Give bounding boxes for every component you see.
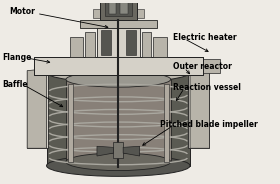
Polygon shape: [27, 69, 46, 148]
Bar: [97, 28, 140, 57]
Ellipse shape: [66, 153, 171, 171]
Bar: [80, 20, 157, 28]
Bar: [203, 59, 220, 73]
Bar: [27, 71, 48, 148]
Polygon shape: [97, 146, 113, 156]
Bar: [142, 32, 151, 57]
Ellipse shape: [46, 63, 190, 82]
Bar: [126, 30, 136, 55]
Bar: [93, 9, 100, 18]
Text: Outer reactor: Outer reactor: [172, 62, 232, 71]
Text: Pitched blade impeller: Pitched blade impeller: [160, 121, 258, 130]
Text: Motor: Motor: [10, 7, 36, 16]
Bar: [85, 32, 95, 57]
Bar: [137, 9, 144, 18]
Text: Baffle: Baffle: [2, 80, 27, 89]
Bar: [164, 84, 169, 162]
Ellipse shape: [66, 72, 171, 87]
Text: Electric heater: Electric heater: [172, 33, 236, 42]
Bar: [70, 37, 83, 57]
Bar: [66, 79, 171, 162]
Polygon shape: [190, 69, 209, 148]
Polygon shape: [34, 57, 203, 75]
Bar: [153, 37, 167, 57]
Bar: [109, 1, 116, 14]
Bar: [101, 30, 111, 55]
Text: Reaction vessel: Reaction vessel: [172, 83, 241, 92]
Bar: [34, 57, 203, 75]
Bar: [113, 142, 123, 158]
Polygon shape: [123, 146, 140, 156]
Bar: [120, 1, 128, 14]
Bar: [105, 0, 132, 16]
Bar: [100, 0, 137, 20]
Ellipse shape: [46, 155, 190, 176]
Text: Flange: Flange: [2, 53, 31, 62]
Bar: [188, 71, 209, 148]
Bar: [68, 84, 73, 162]
Bar: [46, 73, 190, 166]
